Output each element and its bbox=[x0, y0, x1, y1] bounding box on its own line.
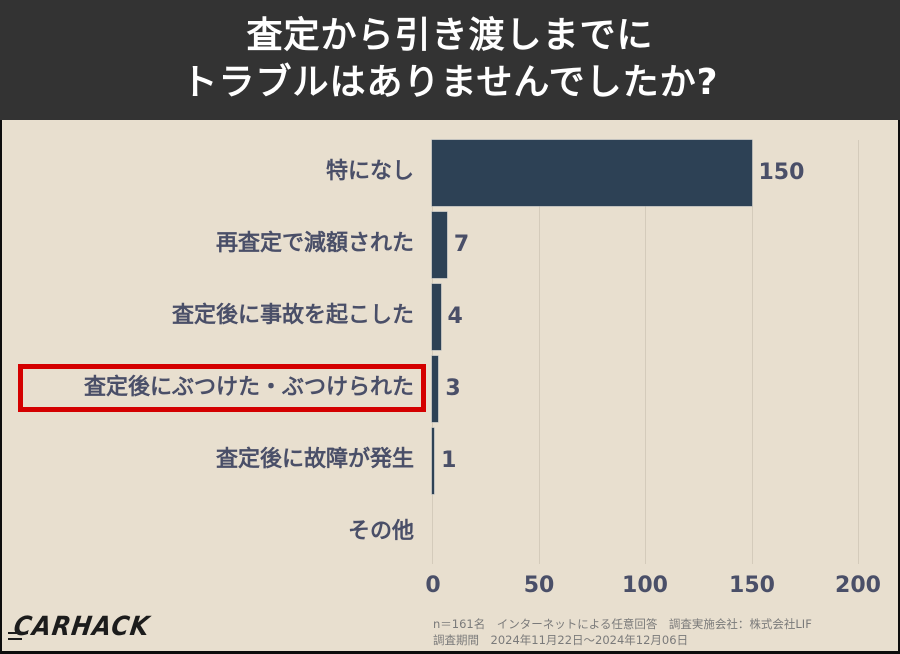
value-label: 1 bbox=[441, 448, 457, 473]
title-line-1: 査定から引き渡しまでに bbox=[246, 15, 654, 56]
category-label: 査定後に事故を起こした bbox=[171, 303, 414, 328]
category-label: その他 bbox=[347, 519, 414, 544]
category-label: 査定後に故障が発生 bbox=[215, 447, 414, 472]
x-tick-label: 200 bbox=[835, 573, 881, 598]
category-label: 再査定で減額された bbox=[215, 231, 414, 256]
x-tick-label: 50 bbox=[523, 573, 555, 598]
survey-period: 調査期間 2024年11月22日～2024年12月06日 bbox=[433, 633, 689, 647]
bar bbox=[432, 212, 447, 278]
gridline-0 bbox=[432, 140, 433, 564]
category-label-highlighted: 査定後にぶつけた・ぶつけられた bbox=[83, 375, 414, 400]
value-label: 3 bbox=[445, 376, 461, 401]
logo-streak bbox=[8, 638, 22, 640]
survey-note: n＝161名 インターネットによる任意回答 調査実施会社：株式会社LIF bbox=[433, 617, 812, 631]
bar bbox=[432, 356, 439, 422]
highlight-box bbox=[18, 364, 426, 412]
logo-streak bbox=[8, 632, 28, 634]
gridline-200 bbox=[858, 140, 859, 564]
bar bbox=[432, 284, 441, 350]
carhack-logo: CARHACK bbox=[11, 610, 152, 642]
title-line-2: トラブルはありませんでしたか? bbox=[181, 62, 719, 103]
value-label: 7 bbox=[453, 232, 470, 257]
bar bbox=[432, 140, 752, 206]
gridline-150 bbox=[752, 140, 753, 564]
title-banner: 査定から引き渡しまでに トラブルはありませんでしたか? bbox=[0, 0, 900, 120]
x-tick-label: 0 bbox=[425, 573, 441, 598]
gridline-50 bbox=[539, 140, 540, 564]
gridline-100 bbox=[645, 140, 646, 564]
x-tick-label: 150 bbox=[729, 573, 775, 598]
value-label: 4 bbox=[447, 304, 463, 329]
category-label: 特になし bbox=[325, 159, 414, 184]
bar bbox=[432, 428, 435, 494]
x-tick-label: 100 bbox=[622, 573, 668, 598]
value-label: 150 bbox=[758, 160, 805, 185]
